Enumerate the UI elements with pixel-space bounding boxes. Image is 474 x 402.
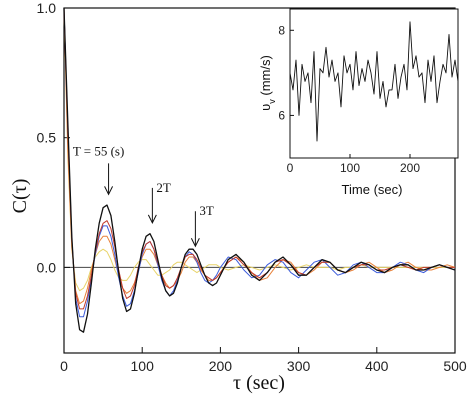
annotation-label: T = 55 (s)	[73, 143, 125, 158]
series-line-0	[63, 7, 456, 333]
annotation-label: 2T	[156, 180, 171, 195]
y-axis-title: C(τ)	[9, 179, 31, 214]
x-axis-title: τ (sec)	[233, 372, 285, 394]
inset-series-line	[289, 21, 459, 142]
inset-y-axis-title-symbol: υ	[258, 104, 273, 111]
annotation-arrow-head	[104, 186, 114, 196]
inset-x-tick-label: 0	[287, 161, 294, 175]
inset-x-tick-label: 200	[400, 161, 420, 175]
inset-frame	[289, 8, 459, 159]
x-tick-label: 0	[60, 358, 68, 374]
inset-y-tick-label: 8	[278, 23, 285, 37]
series-line-2	[63, 7, 456, 318]
inset-x-tick-label: 100	[340, 161, 360, 175]
inset-y-tick-label: 6	[278, 108, 285, 122]
x-tick-label: 500	[443, 358, 467, 374]
inset-plot: 0 100 200 6 8	[278, 8, 459, 175]
main-plot: 0 100 200 300 400 500 0.0 0.5 1.0 T = 55 (s) 2T 3T	[37, 0, 467, 374]
annotation-arrow-head	[147, 214, 157, 225]
inset-x-axis-title: Time (sec)	[342, 182, 403, 197]
x-tick-label: 100	[131, 358, 155, 374]
annotation-label: 3T	[199, 203, 214, 218]
inset-y-axis-title-subscript: v	[267, 99, 277, 104]
annotation-arrow-head	[190, 238, 200, 248]
y-tick-label: 0.0	[37, 259, 57, 275]
plot-frame	[63, 7, 456, 354]
inset-y-axis-title-unit: (mm/s)	[258, 55, 273, 99]
x-tick-label: 200	[209, 358, 233, 374]
inset-y-axis-title: υv (mm/s)	[258, 55, 277, 111]
x-tick-label: 300	[287, 358, 311, 374]
series-line-1	[63, 7, 455, 310]
y-tick-label: 0.5	[37, 130, 57, 146]
y-tick-label: 1.0	[37, 0, 57, 16]
x-tick-label: 400	[365, 358, 389, 374]
